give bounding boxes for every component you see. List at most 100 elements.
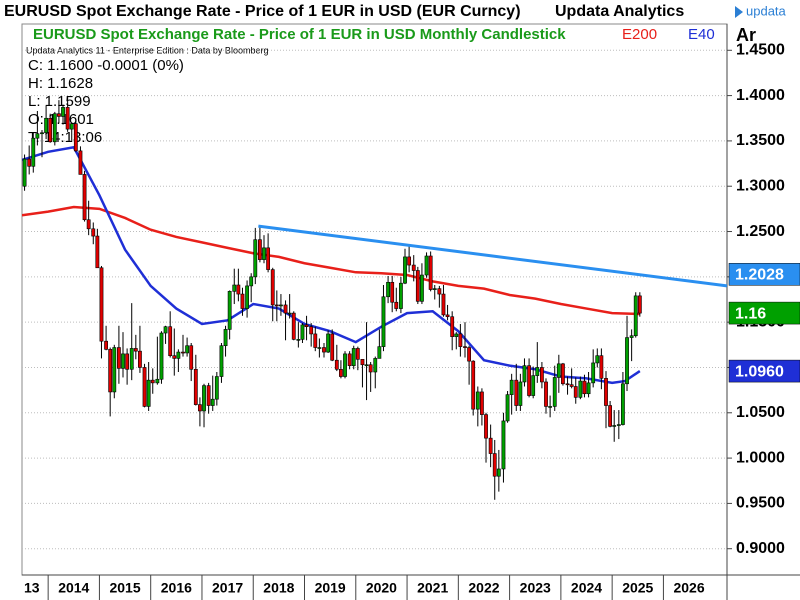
candle-body [146,379,151,407]
y-tick-label: 0.9500 [736,495,785,512]
candle-body [240,293,245,309]
candle-body [150,379,155,384]
candle-body [608,405,612,427]
candle-body [501,420,506,470]
candle-body [531,375,536,396]
candle-body [330,333,335,361]
candle-body [475,391,480,410]
candle-body [214,376,219,400]
x-tick-label: 2022 [468,580,499,596]
candle-body [492,453,497,477]
candle-body [99,267,104,342]
candle-body [386,281,390,298]
candle-body [582,380,587,395]
candle-body [35,133,40,139]
value-label-box [728,301,800,325]
candle-body [381,296,386,347]
candle-body [599,355,604,379]
candle-body [322,347,326,353]
candle-body [463,346,467,348]
candle-body [78,150,83,175]
candle-body [616,424,621,426]
candle-body [283,304,288,314]
candle-body [355,348,360,360]
candle-body [121,353,125,369]
y-tick-label: 1.4500 [736,42,785,59]
x-tick-label: 2021 [417,580,448,596]
candle-body [287,312,292,315]
y-tick-label: 1.3000 [736,177,785,194]
candle-body [411,264,416,271]
candle-body [514,379,519,406]
candle-body [373,358,378,373]
candle-body [637,295,642,314]
candle-body [561,363,565,385]
candle-body [91,228,96,237]
candle-body [578,380,583,398]
candle-body [527,365,531,396]
candle-body [403,256,407,284]
candle-body [125,353,130,370]
candle-body [249,276,254,287]
candle-body [586,382,591,395]
candle-body [612,425,617,427]
legend-entry: E40 [688,26,715,43]
candle-body [496,468,501,477]
candle-body [595,355,600,364]
candle-body [253,239,258,278]
subtitle: Updata Analytics 11 - Enterprise Edition… [26,45,268,55]
candle-body [236,284,241,295]
candle-body [163,326,168,334]
candle-body [266,247,271,270]
candle-body [540,367,544,383]
candle-body [296,339,301,341]
candle-body [104,340,108,350]
candle-body [129,348,134,370]
candle-body [274,304,279,307]
candle-body [117,347,121,369]
x-tick-label: 2024 [571,580,602,596]
candle-body [552,377,557,407]
candle-body [368,364,373,373]
axis-title: Ar [736,25,756,45]
candle-body [445,314,450,318]
x-tick-label: 2018 [263,580,294,596]
candle-body [343,353,347,377]
candle-body [407,256,412,266]
candle-body [621,383,625,425]
candle-body [505,394,510,422]
x-tick-label: 2023 [520,580,551,596]
candle-body [535,367,540,376]
value-label: 1.16 [735,305,766,322]
x-tick-label: 2019 [315,580,346,596]
candle-body [258,239,262,260]
candle-body [390,281,395,303]
candle-body [625,337,629,385]
candle-body [291,312,296,340]
candle-body [351,348,356,366]
legend-entry: E200 [622,26,657,43]
candle-body [210,398,215,406]
logo: updata [746,3,787,18]
candle-body [198,404,202,412]
info-line: C: 1.1600 -0.0001 (0%) [28,57,184,74]
candle-body [73,123,78,152]
candle-body [467,347,471,362]
candle-body [471,360,476,410]
candle-body [480,391,484,415]
candle-body [219,345,224,377]
candle-body [569,384,574,387]
candle-body [82,174,87,221]
value-label: 1.0960 [735,363,784,380]
candle-body [454,333,459,337]
x-tick-label: 2017 [212,580,243,596]
header-brand: Updata Analytics [555,3,684,20]
candle-body [159,332,164,380]
candle-body [223,329,228,347]
candle-body [450,316,455,337]
candle-body [245,285,249,309]
candle-body [360,359,365,366]
logo-icon [735,6,743,18]
candle-body [202,385,206,412]
